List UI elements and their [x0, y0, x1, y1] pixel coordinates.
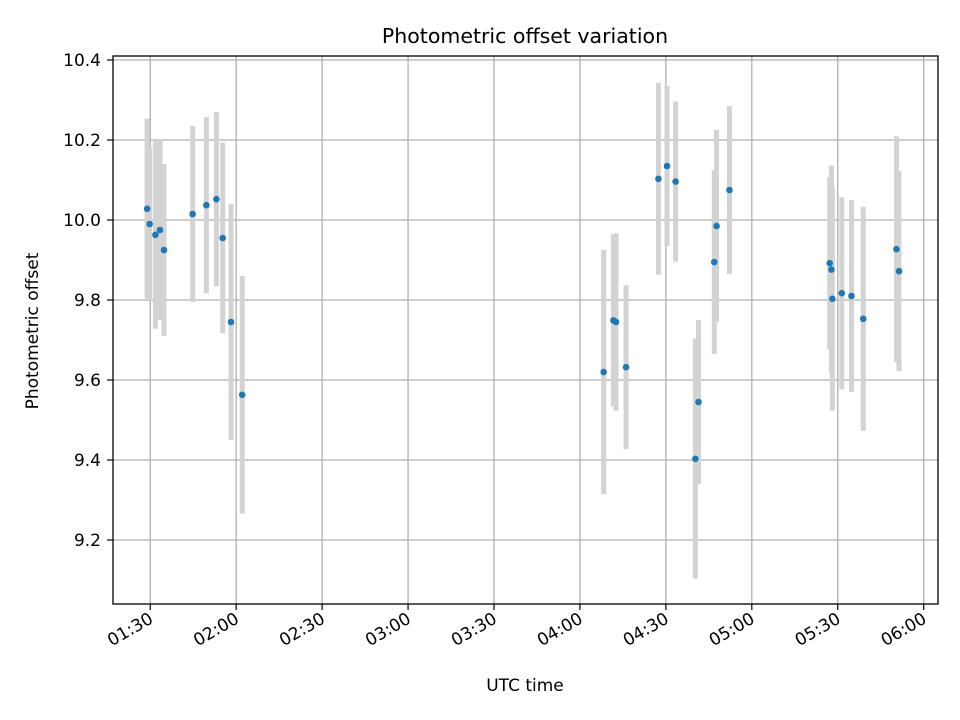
- y-tick-label: 9.2: [74, 531, 101, 551]
- y-tick-label: 9.8: [74, 291, 101, 311]
- data-point: [726, 186, 733, 194]
- data-points: [143, 162, 903, 463]
- data-point: [238, 391, 246, 399]
- plot-frame: [112, 55, 939, 605]
- data-point: [146, 220, 153, 228]
- data-point: [655, 175, 662, 183]
- data-point: [828, 266, 835, 273]
- data-point: [672, 178, 679, 185]
- chart-title: Photometric offset variation: [382, 24, 668, 48]
- data-point: [160, 246, 168, 254]
- data-point: [895, 267, 903, 275]
- data-point: [692, 455, 699, 463]
- data-point: [695, 398, 702, 406]
- y-tick-label: 9.6: [74, 371, 101, 391]
- data-point: [826, 259, 834, 267]
- data-point: [710, 258, 718, 266]
- data-point: [612, 318, 620, 326]
- data-point: [143, 205, 151, 213]
- data-point: [848, 292, 855, 300]
- y-axis-label: Photometric offset: [23, 252, 43, 409]
- data-point: [152, 231, 159, 239]
- data-point: [189, 210, 196, 218]
- y-tick-label: 9.4: [74, 451, 101, 471]
- data-point: [203, 201, 210, 209]
- data-point: [219, 234, 227, 242]
- y-tick-label: 10.4: [63, 51, 101, 71]
- data-point: [859, 315, 867, 323]
- x-axis-label: UTC time: [486, 676, 564, 696]
- data-point: [893, 245, 900, 253]
- data-point: [600, 368, 608, 376]
- data-point: [838, 289, 846, 297]
- grid-lines: [113, 56, 938, 604]
- y-tick-label: 10.2: [63, 131, 101, 151]
- y-axis-ticks: 9.2 9.4 9.6 9.8 10.0 10.2 10.4: [63, 51, 113, 551]
- data-point: [213, 195, 220, 203]
- y-tick-label: 10.0: [63, 211, 101, 231]
- data-point: [156, 226, 164, 234]
- data-point: [622, 363, 630, 371]
- data-point: [713, 222, 720, 230]
- data-point: [828, 295, 836, 303]
- data-point: [663, 162, 671, 170]
- data-point: [227, 318, 235, 326]
